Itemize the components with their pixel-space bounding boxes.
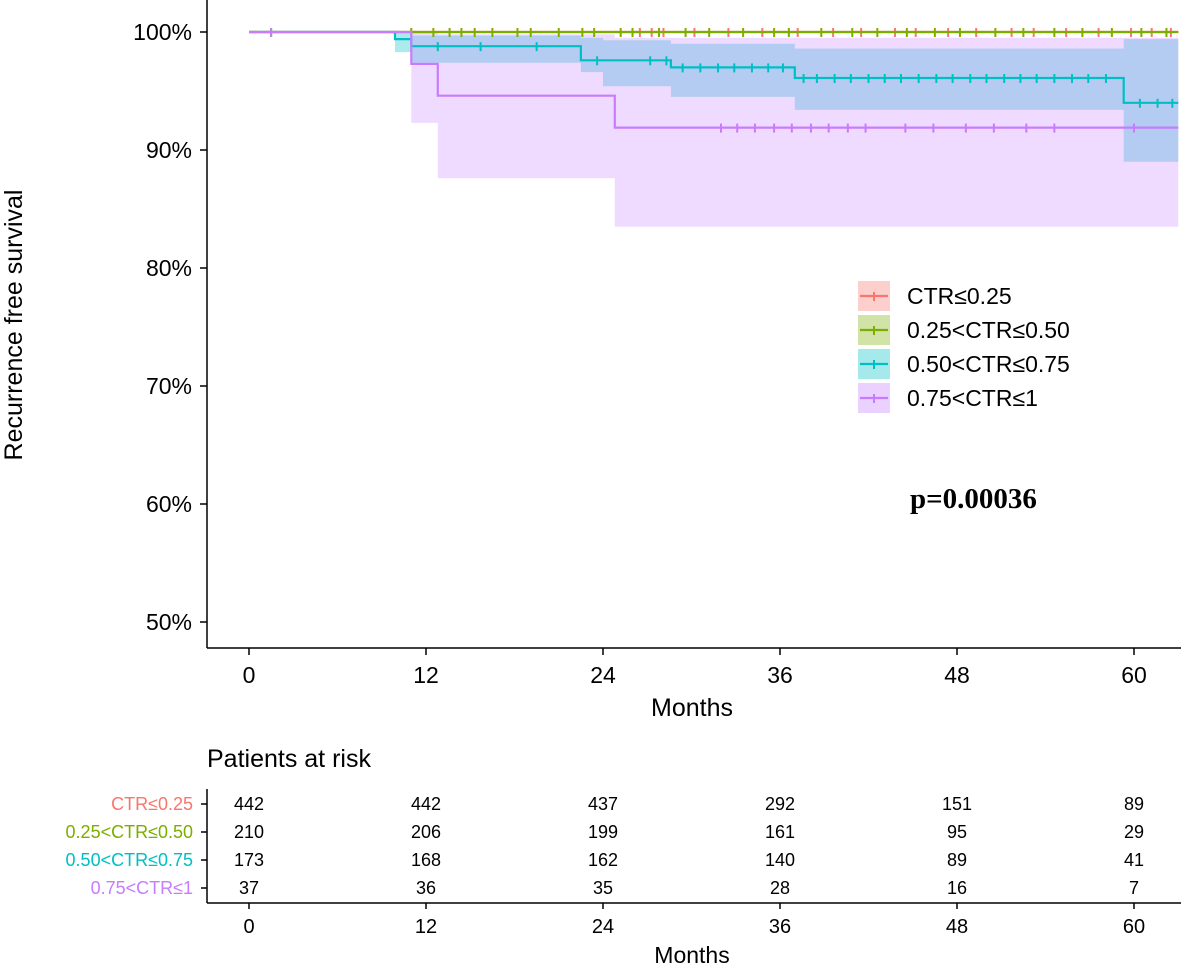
risk-cell-3-5: 7 (1129, 878, 1139, 898)
risk-cell-1-3: 161 (765, 822, 795, 842)
risk-cell-2-0: 173 (234, 850, 264, 870)
x-tick-label-5: 60 (1121, 662, 1147, 688)
risk-cell-0-3: 292 (765, 794, 795, 814)
confidence-bands (249, 32, 1179, 227)
x-tick-label-2: 24 (590, 662, 616, 688)
legend: CTR≤0.25 0.25<CTR≤0.50 0.50<CTR≤0.75 0.75<C… (858, 281, 1070, 413)
risk-row-label-1: 0.25<CTR≤0.50 (66, 822, 193, 842)
risk-cell-3-2: 35 (593, 878, 613, 898)
risk-cell-3-0: 37 (239, 878, 259, 898)
survival-curve-2 (249, 30, 1179, 104)
risk-cell-0-2: 437 (588, 794, 618, 814)
risk-table: CTR≤0.25 442 442 437 292 151 89 0.25<CTR≤0.50 21… (66, 789, 1181, 938)
y-tick-label-0: 50% (146, 609, 192, 635)
ci-band-2 (249, 32, 1179, 162)
risk-table-x-axis-title: Months (654, 942, 729, 966)
risk-cell-0-0: 442 (234, 794, 264, 814)
risk-x-tick-label-3: 36 (769, 916, 791, 938)
risk-cell-2-3: 140 (765, 850, 795, 870)
risk-cell-3-4: 16 (947, 878, 967, 898)
x-tick-label-3: 36 (767, 662, 793, 688)
risk-row-label-3: 0.75<CTR≤1 (91, 878, 193, 898)
risk-x-tick-label-4: 48 (946, 916, 968, 938)
risk-x-tick-label-2: 24 (592, 916, 614, 938)
risk-cell-1-5: 29 (1124, 822, 1144, 842)
risk-x-tick-label-5: 60 (1123, 916, 1145, 938)
risk-x-tick-label-1: 12 (415, 916, 437, 938)
y-tick-label-3: 80% (146, 255, 192, 281)
risk-cell-3-1: 36 (416, 878, 436, 898)
risk-cell-1-0: 210 (234, 822, 264, 842)
ci-band-3 (249, 32, 1179, 227)
survival-curve-3 (249, 30, 1179, 129)
x-tick-label-4: 48 (944, 662, 970, 688)
risk-cell-0-5: 89 (1124, 794, 1144, 814)
risk-cell-2-2: 162 (588, 850, 618, 870)
risk-cell-1-4: 95 (947, 822, 967, 842)
legend-label-2: 0.50<CTR≤0.75 (907, 351, 1070, 377)
risk-cell-1-2: 199 (588, 822, 618, 842)
risk-cell-0-1: 442 (411, 794, 441, 814)
x-axis-title: Months (651, 694, 733, 722)
risk-row-label-2: 0.50<CTR≤0.75 (66, 850, 193, 870)
risk-table-title: Patients at risk (207, 745, 371, 773)
y-tick-label-4: 90% (146, 137, 192, 163)
survival-curves (249, 30, 1179, 129)
risk-cell-2-5: 41 (1124, 850, 1144, 870)
risk-x-tick-label-0: 0 (243, 916, 254, 938)
x-tick-label-1: 12 (413, 662, 439, 688)
plot-axes: 50% 60% 70% 80% 90% 100% 0 12 24 36 48 60 (133, 0, 1181, 688)
p-value-annotation: p=0.00036 (910, 483, 1037, 515)
y-tick-label-1: 60% (146, 491, 192, 517)
risk-cell-2-1: 168 (411, 850, 441, 870)
legend-label-1: 0.25<CTR≤0.50 (907, 317, 1070, 343)
x-tick-label-0: 0 (243, 662, 256, 688)
legend-label-0: CTR≤0.25 (907, 283, 1012, 309)
legend-label-3: 0.75<CTR≤1 (907, 385, 1038, 411)
risk-row-label-0: CTR≤0.25 (111, 794, 193, 814)
risk-cell-1-1: 206 (411, 822, 441, 842)
risk-cell-3-3: 28 (770, 878, 790, 898)
risk-cell-0-4: 151 (942, 794, 972, 814)
y-tick-label-5: 100% (133, 19, 192, 45)
y-axis-title: Recurrence free survival (0, 190, 28, 461)
risk-cell-2-4: 89 (947, 850, 967, 870)
y-tick-label-2: 70% (146, 373, 192, 399)
